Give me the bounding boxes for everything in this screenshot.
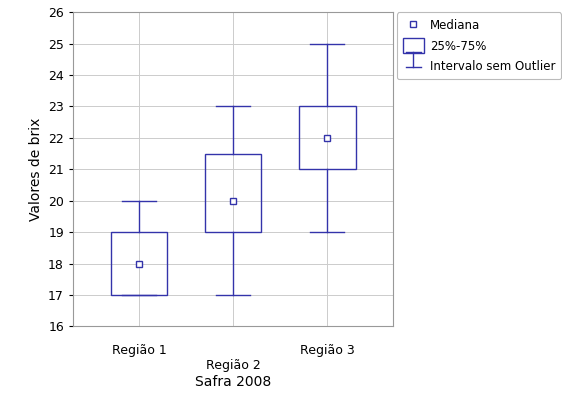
Text: Safra 2008: Safra 2008 xyxy=(195,375,271,389)
Text: Região 2: Região 2 xyxy=(206,359,261,373)
Text: Região 3: Região 3 xyxy=(300,344,355,357)
Bar xyxy=(111,232,167,295)
Text: Região 1: Região 1 xyxy=(112,344,166,357)
Legend: Mediana, 25%-75%, Intervalo sem Outlier: Mediana, 25%-75%, Intervalo sem Outlier xyxy=(397,12,561,79)
Bar xyxy=(205,153,261,232)
Y-axis label: Valores de brix: Valores de brix xyxy=(29,118,43,221)
Bar xyxy=(299,106,356,169)
